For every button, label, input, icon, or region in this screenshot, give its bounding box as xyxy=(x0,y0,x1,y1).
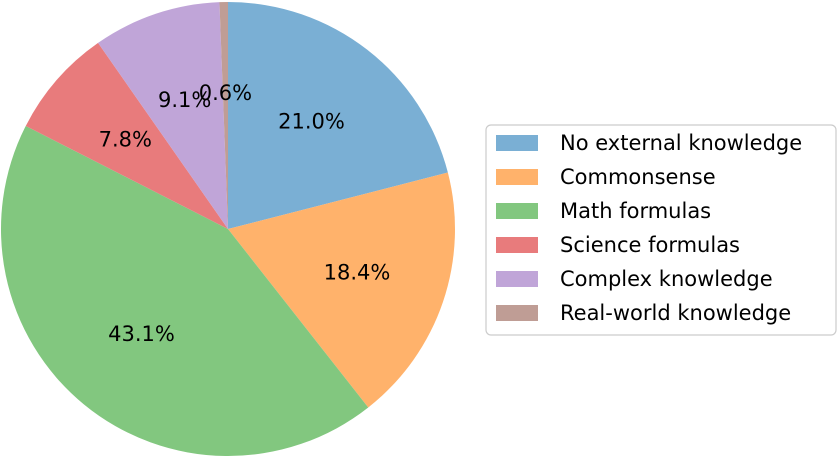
legend-box xyxy=(485,124,837,336)
legend-swatch-science-formulas xyxy=(496,237,538,253)
slice-value-label-science-formulas: 7.8% xyxy=(99,128,152,152)
legend-label-commonsense: Commonsense xyxy=(560,165,716,189)
legend-label-real-world-knowledge: Real-world knowledge xyxy=(560,301,791,325)
legend-label-science-formulas: Science formulas xyxy=(560,233,740,257)
slice-value-label-no-external-knowledge: 21.0% xyxy=(278,109,345,133)
pie-slice-math-formulas xyxy=(0,125,369,457)
legend-swatch-math-formulas xyxy=(496,203,538,219)
legend-items: No external knowledge Commonsense Math for… xyxy=(496,131,802,325)
slice-value-label-commonsense: 18.4% xyxy=(324,261,391,285)
legend-swatch-real-world-knowledge xyxy=(496,305,538,321)
pie-slice-real-world-knowledge xyxy=(219,1,228,229)
slice-value-label-complex-knowledge: 9.1% xyxy=(158,88,211,112)
slice-value-label-math-formulas: 43.1% xyxy=(108,322,175,346)
legend-label-no-external-knowledge: No external knowledge xyxy=(560,131,802,155)
legend-swatch-no-external-knowledge xyxy=(496,135,538,151)
pie-slice-complex-knowledge xyxy=(98,2,228,229)
legend-swatch-complex-knowledge xyxy=(496,271,538,287)
pie-slices xyxy=(0,1,456,457)
pie-slice-no-external-knowledge xyxy=(228,2,448,229)
legend: No external knowledge Commonsense Math for… xyxy=(485,124,837,336)
legend-label-complex-knowledge: Complex knowledge xyxy=(560,267,773,291)
legend-swatch-commonsense xyxy=(496,169,538,185)
pie-slice-science-formulas xyxy=(25,42,228,230)
legend-label-math-formulas: Math formulas xyxy=(560,199,711,223)
slice-value-label-real-world-knowledge: 0.6% xyxy=(199,81,252,105)
pie-slice-labels: 21.0% 18.4% 43.1% 7.8%9.1%0.6% xyxy=(99,81,391,346)
pie-slice-commonsense xyxy=(228,172,456,408)
